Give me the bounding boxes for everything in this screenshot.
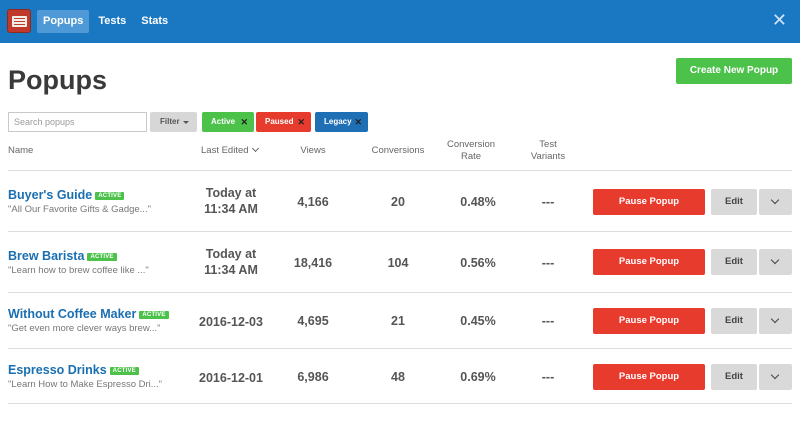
popup-headline: "Learn how to brew coffee like ..."	[8, 265, 149, 276]
column-header-name[interactable]: Name	[8, 145, 34, 156]
test-variants-value: ---	[541, 314, 555, 328]
more-options-button[interactable]	[759, 189, 792, 215]
edit-button[interactable]: Edit	[711, 364, 757, 390]
pause-popup-button[interactable]: Pause Popup	[593, 189, 705, 215]
last-edited-line: 11:34 AM	[204, 263, 258, 277]
filter-chip-active[interactable]: Active ✕	[202, 112, 254, 132]
table-row: Without Coffee Maker ACTIVE "Get even mor…	[8, 292, 792, 348]
sort-down-icon	[251, 144, 259, 153]
last-edited: 2016-12-01	[191, 370, 271, 386]
remove-chip-icon[interactable]: ✕	[354, 117, 362, 127]
search-input[interactable]	[8, 112, 147, 132]
test-variants-value: ---	[541, 195, 555, 209]
popup-name-link[interactable]: Buyer's Guide ACTIVE	[8, 188, 125, 202]
views-value: 4,166	[297, 195, 329, 209]
test-variants-value: ---	[541, 256, 555, 270]
pause-popup-button[interactable]: Pause Popup	[593, 308, 705, 334]
filter-chip-legacy[interactable]: Legacy ✕	[315, 112, 368, 132]
envelope-logo-icon[interactable]	[7, 9, 31, 33]
chip-label: Paused	[265, 117, 294, 126]
views-value: 4,695	[297, 314, 329, 328]
last-edited-line: Today at	[205, 186, 257, 200]
more-options-button[interactable]	[759, 249, 792, 275]
column-header-views[interactable]: Views	[300, 145, 326, 156]
popup-name-link[interactable]: Without Coffee Maker ACTIVE	[8, 307, 169, 321]
popup-headline: "Learn How to Make Espresso Dri..."	[8, 379, 163, 390]
edit-button[interactable]: Edit	[711, 308, 757, 334]
conversions-value: 48	[391, 370, 405, 384]
caret-down-icon	[183, 121, 189, 124]
chevron-down-icon	[770, 370, 780, 380]
table-row: Buyer's Guide ACTIVE "All Our Favorite Gi…	[8, 170, 792, 231]
top-bar: Popups Tests Stats ✕	[0, 0, 800, 43]
column-header-conversion-rate[interactable]: Conversion Rate	[440, 139, 502, 163]
table-row: Brew Barista ACTIVE "Learn how to brew co…	[8, 231, 792, 292]
chevron-down-icon	[770, 314, 780, 324]
more-options-button[interactable]	[759, 364, 792, 390]
conversion-rate-value: 0.45%	[460, 314, 496, 328]
filter-dropdown[interactable]: Filter	[150, 112, 197, 132]
status-badge: ACTIVE	[139, 311, 169, 319]
create-new-popup-button[interactable]: Create New Popup	[676, 58, 792, 84]
conversions-value: 20	[391, 195, 405, 209]
status-badge: ACTIVE	[87, 253, 117, 261]
status-badge: ACTIVE	[95, 192, 125, 200]
column-header-label: Variants	[530, 151, 566, 162]
column-header-label: Test	[539, 139, 557, 150]
chevron-down-icon	[770, 195, 780, 205]
page-title: Popups	[8, 65, 107, 95]
table-row: Espresso Drinks ACTIVE "Learn How to Make…	[8, 348, 792, 403]
chip-label: Legacy	[324, 117, 352, 126]
chevron-down-icon	[770, 255, 780, 265]
filter-chip-paused[interactable]: Paused ✕	[256, 112, 311, 132]
popup-name: Brew Barista	[8, 249, 85, 263]
column-header-label: Last Edited	[201, 145, 249, 156]
conversion-rate-value: 0.56%	[460, 256, 496, 270]
table-bottom-divider	[8, 403, 792, 404]
close-icon[interactable]: ✕	[771, 10, 787, 30]
edit-button[interactable]: Edit	[711, 189, 757, 215]
last-edited-line: 11:34 AM	[204, 202, 258, 216]
chip-label: Active	[211, 117, 236, 126]
last-edited: 2016-12-03	[191, 314, 271, 330]
tab-popups[interactable]: Popups	[37, 10, 90, 33]
pause-popup-button[interactable]: Pause Popup	[593, 364, 705, 390]
popup-headline: "Get even more clever ways brew..."	[8, 323, 161, 334]
conversions-value: 21	[391, 314, 405, 328]
column-header-test-variants[interactable]: Test Variants	[523, 139, 573, 163]
conversion-rate-value: 0.48%	[460, 195, 496, 209]
more-options-button[interactable]	[759, 308, 792, 334]
filter-label: Filter	[160, 117, 180, 126]
popup-name: Espresso Drinks	[8, 363, 107, 377]
popup-name: Buyer's Guide	[8, 188, 93, 202]
test-variants-value: ---	[541, 370, 555, 384]
pause-popup-button[interactable]: Pause Popup	[593, 249, 705, 275]
conversion-rate-value: 0.69%	[460, 370, 496, 384]
column-header-label: Conversion	[446, 139, 496, 150]
last-edited-line: 2016-12-01	[199, 371, 263, 385]
last-edited-line: 2016-12-03	[199, 315, 263, 329]
popup-name-link[interactable]: Brew Barista ACTIVE	[8, 249, 117, 263]
tab-stats[interactable]: Stats	[141, 15, 169, 27]
last-edited: Today at 11:34 AM	[191, 246, 271, 278]
last-edited: Today at 11:34 AM	[191, 185, 271, 217]
main-nav: Popups Tests Stats	[37, 10, 177, 33]
edit-button[interactable]: Edit	[711, 249, 757, 275]
column-header-last-edited[interactable]: Last Edited	[201, 144, 259, 157]
popup-headline: "All Our Favorite Gifts & Gadge..."	[8, 204, 151, 215]
tab-tests[interactable]: Tests	[98, 15, 127, 27]
remove-chip-icon[interactable]: ✕	[297, 117, 305, 127]
popup-name: Without Coffee Maker	[8, 307, 137, 321]
remove-chip-icon[interactable]: ✕	[240, 117, 248, 127]
column-header-conversions[interactable]: Conversions	[371, 145, 425, 156]
views-value: 6,986	[297, 370, 329, 384]
popup-name-link[interactable]: Espresso Drinks ACTIVE	[8, 363, 139, 377]
last-edited-line: Today at	[205, 247, 257, 261]
conversions-value: 104	[387, 256, 409, 270]
views-value: 18,416	[293, 256, 333, 270]
column-header-label: Rate	[460, 151, 482, 162]
status-badge: ACTIVE	[109, 367, 139, 375]
